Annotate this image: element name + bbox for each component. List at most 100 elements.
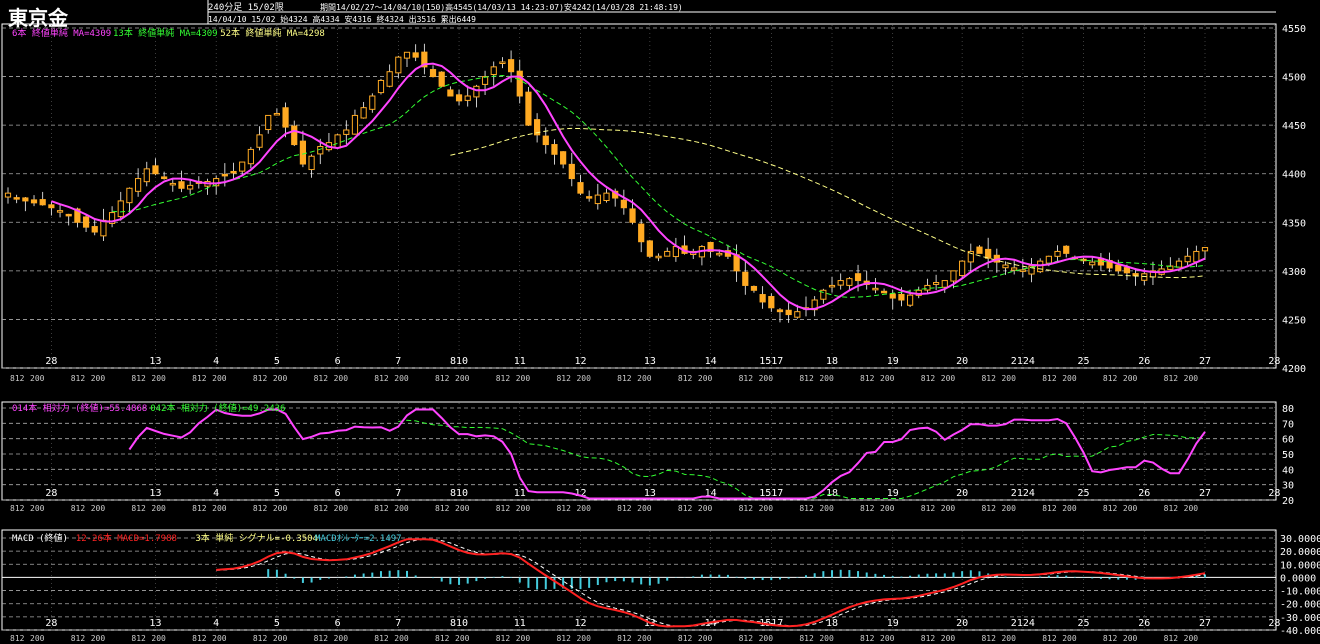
- candle-body: [490, 66, 497, 75]
- macd-legend-entry: 3本 単純 シグナル=-0.3504: [195, 532, 318, 544]
- rsi-time-label: 200: [759, 504, 774, 513]
- price-time-label: 812: [799, 374, 814, 383]
- candle-body: [655, 255, 662, 259]
- macd-date-label: 28: [1268, 618, 1280, 629]
- rsi-time-label: 812: [981, 504, 996, 513]
- rsi-date-label: 7: [395, 488, 401, 499]
- candle-body: [135, 178, 142, 192]
- macd-time-label: 812: [131, 634, 146, 643]
- macd-time-label: 200: [516, 634, 531, 643]
- macd-time-label: 812: [1164, 634, 1179, 643]
- price-time-label: 200: [91, 374, 106, 383]
- rsi-date-label: 13: [644, 488, 656, 499]
- rsi-date-label: 6: [335, 488, 341, 499]
- candle-body: [1063, 245, 1070, 254]
- period-label: 240分足 15/02限: [208, 3, 284, 13]
- candle-body: [82, 216, 90, 228]
- price-date-label: 18: [826, 356, 838, 367]
- candle-body: [187, 184, 194, 190]
- candle-body: [707, 241, 714, 252]
- candle-body: [577, 182, 584, 194]
- candle-body: [265, 114, 272, 131]
- rsi-time-label: 812: [314, 504, 329, 513]
- rsi-legend-entry: 014本 相対力 (終値)=55.4868: [12, 402, 147, 414]
- rsi-time-label: 200: [394, 504, 409, 513]
- candle-body: [369, 95, 376, 110]
- macd-date-label: 4: [213, 618, 219, 629]
- macd-time-label: 812: [374, 634, 389, 643]
- rsi-time-label: 200: [30, 504, 45, 513]
- price-date-label: 13: [644, 356, 656, 367]
- price-date-label: 810: [450, 356, 468, 367]
- macd-time-label: 812: [556, 634, 571, 643]
- price-time-label: 200: [455, 374, 470, 383]
- candle-body: [56, 210, 64, 213]
- price-time-label: 200: [576, 374, 591, 383]
- price-time-label: 200: [273, 374, 288, 383]
- ma52-line: [450, 127, 1206, 279]
- candle-body: [161, 176, 168, 180]
- macd-tick-label: -30.0000: [1280, 613, 1320, 624]
- rsi-tick-label: 50: [1282, 450, 1294, 461]
- rsi-date-label: 20: [956, 488, 968, 499]
- macd-time-label: 200: [212, 634, 227, 643]
- rsi-date-label: 1517: [759, 488, 783, 499]
- candle-body: [1028, 265, 1035, 275]
- price-time-label: 200: [1062, 374, 1077, 383]
- page-title: 東京金: [8, 6, 68, 30]
- macd-time-label: 200: [394, 634, 409, 643]
- macd-time-label: 200: [334, 634, 349, 643]
- candle-body: [221, 173, 228, 177]
- price-time-label: 200: [1001, 374, 1016, 383]
- candle-body: [924, 284, 931, 291]
- rsi-legend-entry: 042本 相対力 (終値)=49.2436: [150, 402, 285, 414]
- price-time-label: 812: [71, 374, 86, 383]
- candle-body: [499, 61, 506, 64]
- candle-body: [1141, 273, 1148, 281]
- macd-time-label: 200: [941, 634, 956, 643]
- period-info: 期間14/02/27〜14/04/10(150)高4545(14/03/13 1…: [320, 3, 683, 12]
- price-tick-label: 4500: [1282, 73, 1306, 84]
- price-time-label: 812: [496, 374, 511, 383]
- price-date-label: 12: [574, 356, 586, 367]
- candle-body: [247, 148, 254, 165]
- price-tick-label: 4300: [1282, 267, 1306, 278]
- candle-body: [967, 250, 974, 263]
- candle-body: [282, 107, 289, 128]
- rsi-time-label: 812: [1164, 504, 1179, 513]
- candle-body: [39, 199, 46, 206]
- candle-body: [256, 134, 263, 148]
- macd-date-label: 810: [450, 618, 468, 629]
- price-legend-entry: 6本 終値単純 MA=4309: [12, 27, 111, 39]
- candle-body: [386, 71, 393, 87]
- candle-body: [343, 129, 350, 135]
- candle-body: [872, 287, 879, 291]
- macd-time-label: 812: [1042, 634, 1057, 643]
- candle-body: [959, 260, 966, 277]
- price-time-label: 200: [30, 374, 45, 383]
- candle-body: [750, 285, 758, 291]
- macd-tick-label: -40.0000: [1280, 626, 1320, 637]
- price-time-label: 812: [981, 374, 996, 383]
- signal-line: [216, 538, 1206, 627]
- macd-time-label: 200: [1184, 634, 1199, 643]
- candle-body: [586, 196, 593, 199]
- candle-body: [568, 163, 575, 180]
- candle-body: [230, 170, 237, 174]
- rsi14-line: [128, 408, 1206, 500]
- rsi-time-label: 812: [556, 504, 571, 513]
- macd-time-label: 812: [981, 634, 996, 643]
- price-tick-label: 4250: [1282, 315, 1306, 326]
- price-tick-label: 4400: [1282, 170, 1306, 181]
- price-date-label: 6: [335, 356, 341, 367]
- rsi-time-label: 200: [212, 504, 227, 513]
- macd-time-label: 200: [1062, 634, 1077, 643]
- price-time-label: 812: [1042, 374, 1057, 383]
- price-tick-label: 4200: [1282, 364, 1306, 375]
- candle-body: [100, 219, 107, 237]
- macd-tick-label: 30.0000: [1280, 534, 1320, 545]
- price-time-label: 812: [374, 374, 389, 383]
- candle-body: [273, 112, 280, 116]
- price-date-label: 25: [1078, 356, 1090, 367]
- rsi-time-label: 812: [1103, 504, 1118, 513]
